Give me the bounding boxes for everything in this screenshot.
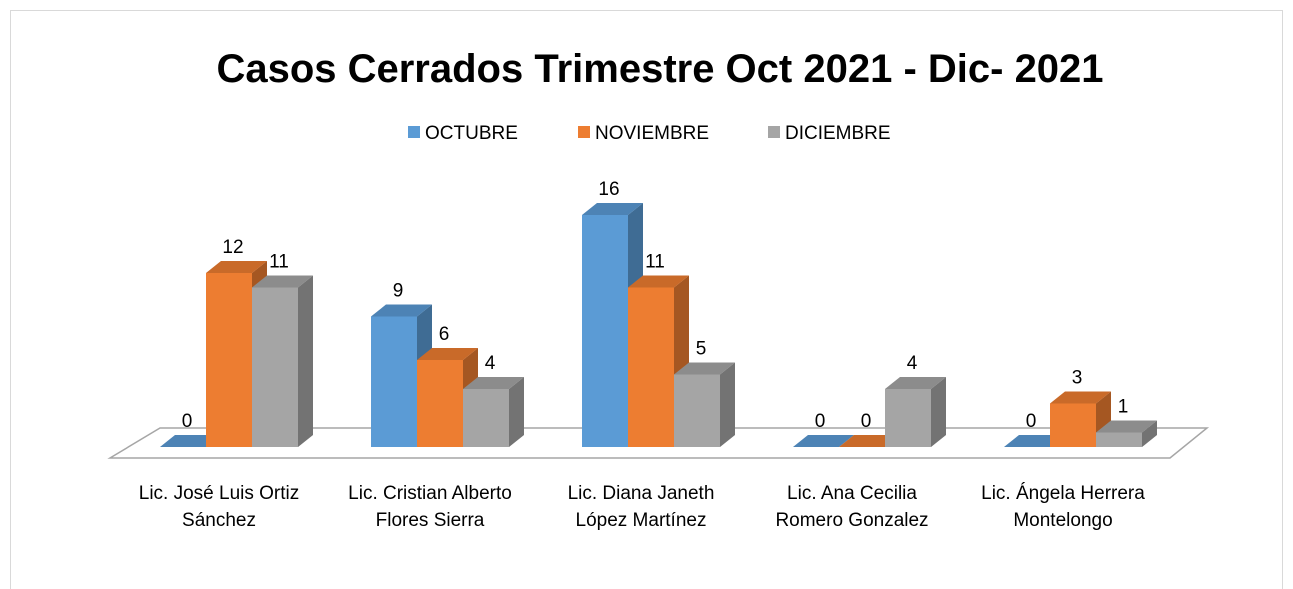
bar [160,435,221,447]
bar-front [252,287,298,447]
bar-top [206,261,267,273]
bar-side [509,377,524,447]
bar-front [463,389,509,447]
bar-top-shade [674,362,735,375]
bar-front [628,287,674,447]
bar-top-shade [1050,391,1111,404]
bar-top-shade [371,304,432,317]
bar-front [1096,432,1142,447]
bar-top [417,348,478,360]
x-tick-label: Lic. José Luis Ortiz Sánchez [138,483,300,531]
bar [793,435,854,447]
bar [674,362,735,447]
bar-side-shade [720,362,735,447]
bar-side [298,275,313,447]
bar [463,377,524,447]
bar-side [1142,420,1157,447]
bar-top [628,275,689,288]
legend-label: OCTUBRE [425,123,518,144]
bar-top [793,435,854,447]
bar-top-shade [885,377,946,389]
bar-side [720,362,735,447]
bar-top [1004,435,1065,447]
bar-top-shade [160,435,221,447]
bar-top-shade [582,203,643,215]
x-tick-label: Lic. Cristian Alberto Flores Sierra [348,483,512,531]
bar-top [885,377,946,389]
data-label: 6 [439,324,450,345]
bar-top [839,435,900,447]
data-label: 11 [269,252,289,273]
x-tick-label: Lic. Ángela Herrera Montelongo [981,483,1145,531]
data-label: 5 [696,339,707,360]
bar-front [582,215,628,447]
bar-top [463,377,524,389]
legend-label: NOVIEMBRE [595,123,709,144]
data-label: 0 [815,411,826,432]
data-label: 11 [645,252,665,273]
bar [839,435,900,447]
bar-top-shade [628,275,689,288]
data-label: 12 [222,237,243,258]
data-label: 9 [393,281,404,302]
bar-top [1096,420,1157,433]
bar-top [1050,391,1111,404]
x-tick-label: Lic. Ana Cecilia Romero Gonzalez [775,483,929,531]
bar-top [371,304,432,317]
bar-side [931,377,946,447]
bar-side-shade [298,275,313,447]
legend-swatch [408,126,420,138]
bar-top-shade [252,275,313,288]
legend-swatch [578,126,590,138]
bar-front [885,389,931,447]
bar [1096,420,1157,447]
bar-top [674,362,735,375]
bar-top-shade [463,377,524,389]
legend-label: DICIEMBRE [785,123,891,144]
bar-top-shade [1096,420,1157,433]
bar-side-shade [931,377,946,447]
data-label: 4 [485,353,496,374]
bar-side-shade [509,377,524,447]
bar-front [674,374,720,447]
chart-title: Casos Cerrados Trimestre Oct 2021 - Dic-… [216,47,1103,91]
bar-top [160,435,221,447]
bar-side-shade [1142,420,1157,447]
data-label: 1 [1118,397,1129,418]
bar-front [371,316,417,447]
bar [885,377,946,447]
bar-front [417,360,463,447]
bar-front [206,273,252,447]
bar-top [252,275,313,288]
bar [1004,435,1065,447]
data-label: 16 [598,179,619,200]
bar [252,275,313,447]
bar-front [1050,403,1096,447]
x-tick-label: Lic. Diana Janeth López Martínez [567,483,715,531]
bar-top-shade [839,435,900,447]
bar-top [582,203,643,215]
data-label: 0 [1026,411,1037,432]
legend-swatch [768,126,780,138]
data-label: 3 [1072,368,1083,389]
bar-top-shade [1004,435,1065,447]
bar-top-shade [793,435,854,447]
data-label: 0 [861,411,872,432]
data-label: 4 [907,353,918,374]
bar-top-shade [206,261,267,273]
bar-top-shade [417,348,478,360]
chart-border [10,10,1283,589]
data-label: 0 [182,411,193,432]
